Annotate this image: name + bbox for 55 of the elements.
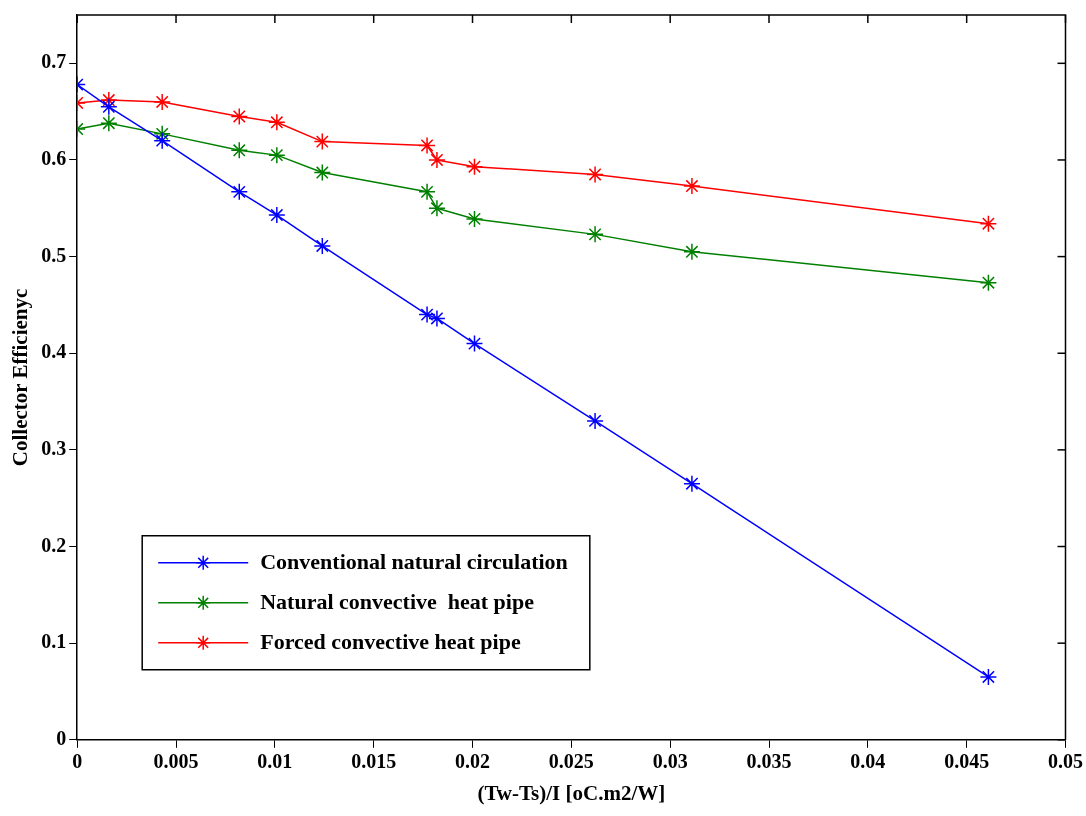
y-tick-label: 0.4: [41, 340, 67, 363]
point: [268, 113, 286, 132]
point: [418, 183, 436, 201]
point: [465, 210, 484, 228]
point: [268, 146, 286, 164]
point: [979, 668, 998, 686]
point: [428, 199, 446, 218]
point: [418, 305, 436, 324]
legend-label: Conventional natural circulation: [260, 549, 568, 575]
x-tick-label: 0.03: [652, 749, 688, 772]
y-tick-label: 0.2: [41, 533, 67, 556]
point: [683, 243, 701, 261]
x-tick-label: 0.005: [153, 749, 199, 772]
point: [683, 474, 701, 493]
x-tick-label: 0.01: [257, 749, 293, 772]
x-tick-label: 0.04: [850, 749, 886, 772]
x-tick-label: 0.02: [455, 749, 491, 772]
point: [313, 163, 332, 182]
y-tick-label: 0: [56, 726, 67, 749]
point: [586, 412, 604, 430]
point: [230, 183, 249, 201]
point: [153, 93, 171, 111]
x-tick-label: 0.025: [548, 749, 594, 772]
point: [230, 141, 249, 160]
x-tick-label: 0.045: [944, 749, 990, 772]
point: [683, 177, 701, 195]
point: [428, 309, 446, 328]
x-tick-label: 0: [72, 749, 83, 772]
legend-label: Forced convective heat pipe: [260, 629, 521, 655]
x-tick-label: 0.035: [746, 749, 792, 772]
point: [313, 132, 332, 151]
y-tick-label: 0.5: [41, 243, 67, 266]
point: [979, 273, 998, 292]
y-tick-label: 0.1: [41, 630, 67, 653]
point: [100, 114, 118, 132]
point: [230, 107, 249, 126]
y-tick-label: 0.3: [41, 437, 67, 460]
x-tick-label: 0.05: [1048, 749, 1083, 772]
y-axis-title: Collector Efficienyc: [8, 288, 33, 467]
point: [465, 157, 484, 176]
point: [313, 237, 332, 255]
point: [586, 165, 604, 184]
y-tick-label: 0.6: [41, 147, 67, 170]
point: [586, 225, 604, 244]
point: [465, 334, 484, 353]
x-tick-label: 0.015: [351, 749, 397, 772]
point: [100, 98, 118, 116]
y-tick-label: 0.7: [41, 50, 67, 73]
legend-label: Natural convective heat pipe: [260, 589, 535, 615]
point: [428, 151, 446, 169]
point: [979, 214, 998, 233]
x-axis-title: (Tw-Ts)/I [oC.m2/W]: [477, 780, 666, 805]
point: [268, 206, 286, 224]
point: [418, 136, 436, 155]
point: [153, 131, 171, 150]
